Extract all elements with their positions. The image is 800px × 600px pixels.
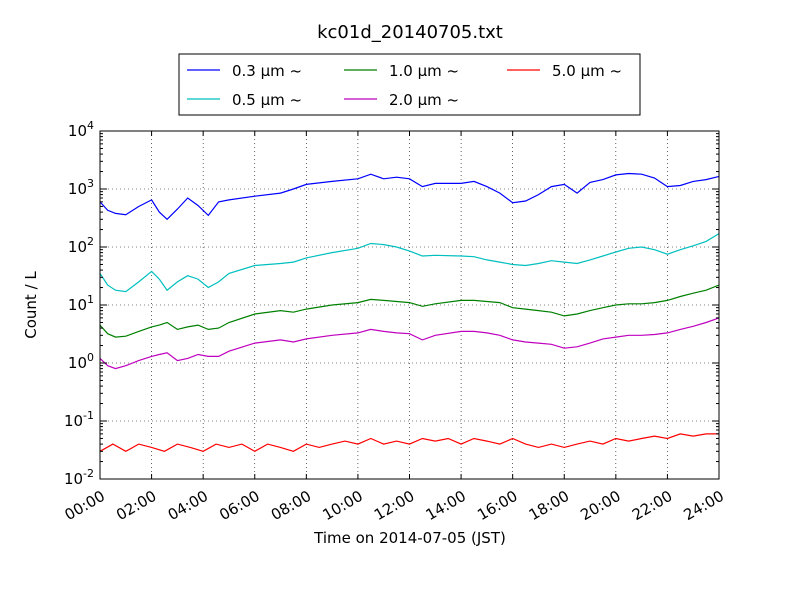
legend-label: 5.0 µm ~ <box>552 62 622 80</box>
series-line-1 <box>99 233 720 293</box>
x-tick-label: 16:00 <box>474 487 520 524</box>
series-line-3 <box>99 317 720 370</box>
x-tick-labels: 00:00 02:00 04:00 06:00 08:00 10:00 12:00 14:00… <box>62 487 727 524</box>
y-tick-label: 10-2 <box>64 467 94 488</box>
x-tick-label: 22:00 <box>629 487 675 524</box>
ticks <box>99 130 720 480</box>
x-tick-label: 18:00 <box>526 487 572 524</box>
legend-label: 0.3 µm ~ <box>232 62 302 80</box>
y-tick-label: 100 <box>68 351 94 372</box>
x-tick-label: 24:00 <box>681 487 727 524</box>
series-layer <box>99 172 720 452</box>
chart-title: kc01d_20140705.txt <box>317 22 503 43</box>
y-tick-label: 104 <box>68 119 94 140</box>
y-tick-label: 101 <box>68 293 94 314</box>
legend-label: 2.0 µm ~ <box>389 91 459 109</box>
y-axis-label: Count / L <box>22 271 40 339</box>
series-line-2 <box>99 284 720 338</box>
x-tick-label: 12:00 <box>371 487 417 524</box>
x-tick-label: 04:00 <box>165 487 211 524</box>
y-tick-labels: 10-2 10-1 100 101 102 103 104 <box>64 119 94 488</box>
series-line-4 <box>99 433 719 452</box>
x-axis-label: Time on 2014-07-05 (JST) <box>313 529 506 547</box>
x-tick-label: 14:00 <box>423 487 469 524</box>
x-tick-label: 00:00 <box>62 487 108 524</box>
legend-label: 1.0 µm ~ <box>389 62 459 80</box>
y-tick-label: 102 <box>68 235 94 256</box>
legend-label: 0.5 µm ~ <box>232 91 302 109</box>
x-tick-label: 10:00 <box>319 487 365 524</box>
y-tick-label: 103 <box>68 177 94 198</box>
x-tick-label: 08:00 <box>268 487 314 524</box>
x-tick-label: 06:00 <box>216 487 262 524</box>
x-tick-label: 02:00 <box>113 487 159 524</box>
legend-box <box>178 53 641 116</box>
y-tick-label: 10-1 <box>64 409 94 430</box>
legend: 0.3 µm ~ 0.5 µm ~ 1.0 µm ~ 2.0 µm ~ 5.0 µm ~ <box>178 53 641 116</box>
x-tick-label: 20:00 <box>577 487 623 524</box>
grid <box>100 131 719 479</box>
series-line-0 <box>99 172 720 221</box>
